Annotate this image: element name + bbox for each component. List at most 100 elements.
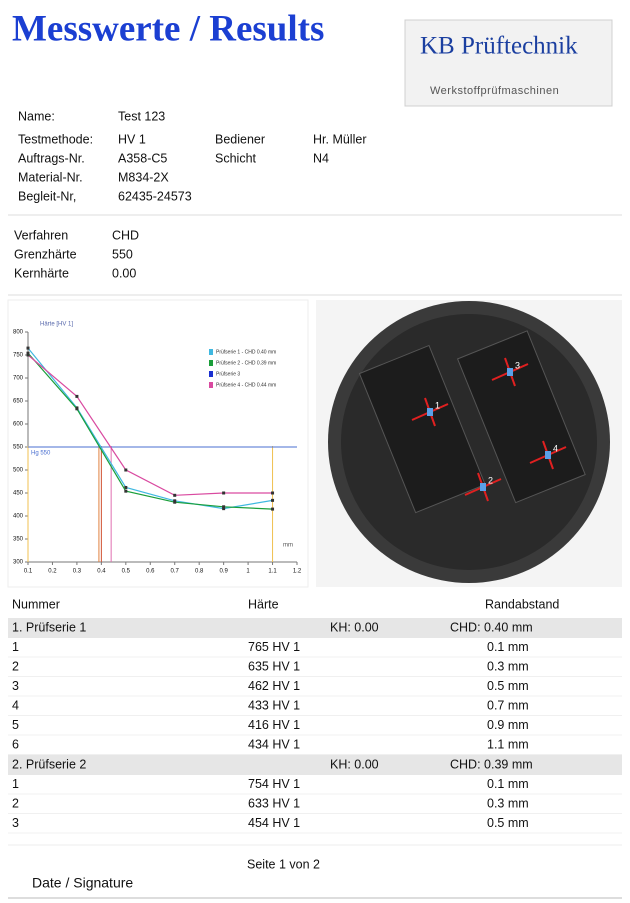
- table-cell: 0.9 mm: [487, 718, 529, 732]
- table-cell: 5: [12, 718, 19, 732]
- table-cell: 0.5 mm: [487, 816, 529, 830]
- point: [26, 351, 30, 355]
- x-tick-label: 0.7: [171, 569, 180, 575]
- x-tick-label: 0.9: [219, 569, 228, 575]
- x-tick-label: 0.1: [24, 569, 33, 575]
- x-tick-label: 1.1: [268, 569, 277, 575]
- table-cell: 434 HV 1: [248, 737, 300, 751]
- limit-label: Hg 550: [31, 451, 51, 457]
- field-label: Name:: [18, 109, 55, 123]
- table-cell: 4: [12, 698, 19, 712]
- table-header: Härte: [248, 597, 279, 611]
- field-value: N4: [313, 151, 329, 165]
- group-row: [8, 618, 622, 638]
- y-tick-label: 650: [13, 399, 24, 405]
- point: [173, 500, 177, 504]
- table-cell: 2: [12, 659, 19, 673]
- legend-swatch: [209, 349, 213, 355]
- table-cell: 0.5 mm: [487, 679, 529, 693]
- group-kh: KH: 0.00: [330, 757, 379, 771]
- point: [124, 489, 128, 493]
- table-cell: 0.1 mm: [487, 640, 529, 654]
- y-tick-label: 750: [13, 353, 24, 359]
- y-tick-label: 500: [13, 468, 24, 474]
- y-axis-label: Härte [HV 1]: [40, 322, 73, 328]
- series-line: [27, 352, 273, 510]
- x-tick-label: 0.3: [73, 569, 82, 575]
- legend-label: Prüfserie 4 - CHD 0.44 mm: [216, 382, 276, 388]
- x-tick-label: 1: [246, 569, 250, 575]
- indent-label: 1: [435, 400, 440, 410]
- legend-swatch: [209, 360, 213, 366]
- group-name: 1. Prüfserie 1: [12, 620, 86, 634]
- y-tick-label: 600: [13, 422, 24, 428]
- point: [26, 346, 30, 350]
- table-cell: 1: [12, 640, 19, 654]
- logo-sub: Werkstoffprüfmaschinen: [430, 85, 559, 97]
- field-label: Material-Nr.: [18, 170, 83, 184]
- legend-label: Prüfserie 3: [216, 371, 240, 377]
- table-cell: 3: [12, 679, 19, 693]
- indent: [507, 368, 513, 376]
- indent-label: 3: [515, 360, 520, 370]
- point: [271, 498, 275, 502]
- signature: Date / Signature: [32, 875, 133, 891]
- group-row: [8, 755, 622, 775]
- x-tick-label: 0.4: [97, 569, 106, 575]
- series-line: [27, 354, 273, 496]
- point: [124, 468, 128, 472]
- point: [222, 491, 226, 495]
- table-cell: 0.7 mm: [487, 698, 529, 712]
- group-chd: CHD: 0.40 mm: [450, 620, 533, 634]
- field-label: Auftrags-Nr.: [18, 151, 85, 165]
- indent-label: 4: [553, 443, 558, 453]
- group-name: 2. Prüfserie 2: [12, 757, 86, 771]
- field-label: Bediener: [215, 132, 265, 146]
- y-tick-label: 700: [13, 376, 24, 382]
- point: [222, 507, 226, 511]
- y-tick-label: 300: [13, 560, 24, 566]
- table-cell: 754 HV 1: [248, 777, 300, 791]
- legend-swatch: [209, 371, 213, 377]
- logo-box: [404, 19, 613, 107]
- field-value: 62435-24573: [118, 189, 192, 203]
- field-label: Schicht: [215, 151, 257, 165]
- field-label: Begleit-Nr,: [18, 189, 76, 203]
- table-cell: 462 HV 1: [248, 679, 300, 693]
- page-number: Seite 1 von 2: [247, 857, 320, 871]
- x-tick-label: 0.2: [48, 569, 57, 575]
- x-axis-label: mm: [283, 543, 293, 549]
- table-cell: 1.1 mm: [487, 737, 529, 751]
- table-cell: 2: [12, 796, 19, 810]
- table-cell: 0.1 mm: [487, 777, 529, 791]
- x-tick-label: 1.2: [293, 569, 302, 575]
- y-tick-label: 350: [13, 537, 24, 543]
- y-tick-label: 400: [13, 514, 24, 520]
- indent: [480, 483, 486, 491]
- indent: [545, 451, 551, 459]
- title: Messwerte / Results: [12, 8, 324, 49]
- point: [75, 394, 79, 398]
- table-cell: 454 HV 1: [248, 816, 300, 830]
- field-label: Grenzhärte: [14, 247, 77, 261]
- field-label: Kernhärte: [14, 266, 69, 280]
- field-value: Test 123: [118, 109, 165, 123]
- table-cell: 433 HV 1: [248, 698, 300, 712]
- x-tick-label: 0.6: [146, 569, 155, 575]
- field-value: M834-2X: [118, 170, 169, 184]
- table-header: Nummer: [12, 597, 60, 611]
- group-chd: CHD: 0.39 mm: [450, 757, 533, 771]
- field-value: CHD: [112, 228, 139, 242]
- table-cell: 635 HV 1: [248, 659, 300, 673]
- point: [124, 485, 128, 489]
- legend-label: Prüfserie 2 - CHD 0.39 mm: [216, 360, 276, 366]
- y-tick-label: 450: [13, 491, 24, 497]
- group-kh: KH: 0.00: [330, 620, 379, 634]
- y-tick-label: 550: [13, 445, 24, 451]
- logo-name: KB Prüftechnik: [420, 33, 578, 60]
- x-tick-label: 0.8: [195, 569, 204, 575]
- table-cell: 0.3 mm: [487, 659, 529, 673]
- table-cell: 3: [12, 816, 19, 830]
- sample-b: [456, 330, 586, 504]
